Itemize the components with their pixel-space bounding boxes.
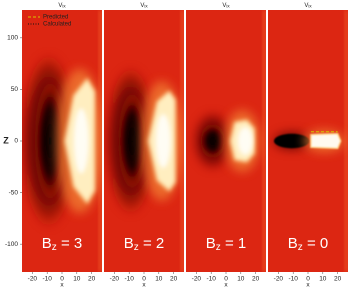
positive-center	[237, 127, 253, 155]
label-main: B	[288, 235, 298, 252]
label-rest: = 1	[221, 235, 246, 252]
x-tick-label: 0	[306, 276, 310, 283]
title-main: V	[140, 3, 144, 9]
x-tick-label: 10	[237, 276, 245, 283]
title-sub: ix	[226, 4, 230, 9]
label-main: B	[124, 235, 134, 252]
title-main: V	[58, 3, 62, 9]
x-axis-label: x	[142, 282, 146, 289]
title-sub: ix	[144, 4, 148, 9]
x-tick-label: 10	[319, 276, 327, 283]
panel-label: Bz = 1	[206, 235, 246, 253]
label-main: B	[206, 235, 216, 252]
panel-title: Vix	[140, 3, 148, 9]
x-tick-label: -10	[288, 276, 298, 283]
positive-center	[155, 114, 171, 168]
title-main: V	[222, 3, 226, 9]
x-axis-label: x	[60, 282, 64, 289]
label-sub: z	[52, 242, 57, 253]
heatmap	[186, 10, 266, 272]
x-tick-label: -20	[28, 276, 38, 283]
x-tick-label: 20	[88, 276, 96, 283]
label-rest: = 2	[139, 235, 164, 252]
legend-label: Predicted	[43, 15, 68, 21]
edge-glow	[263, 10, 266, 272]
x-tick-label: 0	[224, 276, 228, 283]
x-tick-label: -20	[274, 276, 284, 283]
heatmap	[22, 10, 102, 272]
negative-core	[199, 123, 227, 159]
positive-core	[310, 133, 342, 149]
x-axis-label: x	[224, 282, 228, 289]
positive-center	[73, 108, 89, 174]
label-rest: = 0	[303, 235, 328, 252]
legend-label: Calculated	[43, 22, 71, 28]
heatmap	[268, 10, 348, 272]
negative-core	[117, 92, 147, 190]
x-tick-label: 0	[142, 276, 146, 283]
y-axis-label: Z	[3, 135, 9, 145]
x-tick-label: 20	[170, 276, 178, 283]
panel-label: Bz = 3	[42, 235, 82, 253]
label-main: B	[42, 235, 52, 252]
panel-title: Vix	[58, 3, 66, 9]
x-tick-label: 20	[334, 276, 342, 283]
title-sub: ix	[308, 4, 312, 9]
title-sub: ix	[62, 4, 66, 9]
x-tick-label: -10	[42, 276, 52, 283]
panel-label: Bz = 0	[288, 235, 328, 253]
x-tick-label: -20	[192, 276, 202, 283]
title-main: V	[304, 3, 308, 9]
y-tick-label: 50	[11, 86, 19, 93]
panel-label: Bz = 2	[124, 235, 164, 253]
x-axis-label: x	[306, 282, 310, 289]
x-tick-label: -10	[206, 276, 216, 283]
x-tick-label: 20	[252, 276, 260, 283]
edge-glow	[345, 10, 348, 272]
x-tick-label: 0	[60, 276, 64, 283]
y-tick-label: 100	[7, 35, 18, 42]
label-sub: z	[298, 242, 303, 253]
panel-title: Vix	[304, 3, 312, 9]
heatmap	[104, 10, 184, 272]
x-tick-label: 10	[73, 276, 81, 283]
label-sub: z	[134, 242, 139, 253]
y-tick-label: -50	[9, 189, 19, 196]
negative-core	[273, 133, 310, 149]
y-tick-label: -100	[5, 241, 18, 248]
y-tick-label: 0	[14, 138, 18, 145]
label-sub: z	[216, 242, 221, 253]
x-tick-label: 10	[155, 276, 163, 283]
panel-title: Vix	[222, 3, 230, 9]
x-tick-label: -10	[124, 276, 134, 283]
label-rest: = 3	[57, 235, 82, 252]
x-tick-label: -20	[110, 276, 120, 283]
